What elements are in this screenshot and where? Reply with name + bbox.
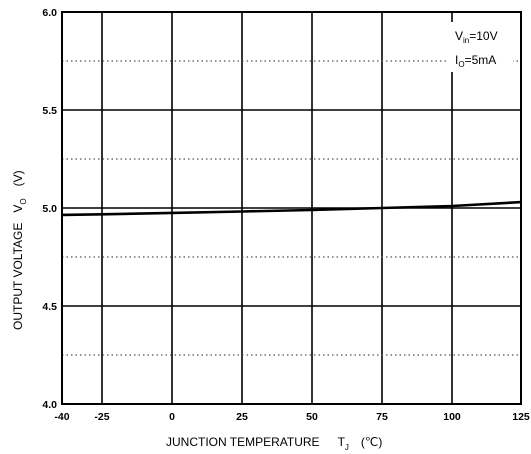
x-tick-label: 125 [512, 411, 530, 423]
x-tick-label: 50 [306, 411, 318, 423]
series-line [61, 200, 522, 217]
y-axis-label: OUTPUT VOLTAGEVO(V) [11, 170, 28, 330]
x-tick-label: -25 [94, 411, 109, 423]
x-tick-label: 0 [169, 411, 175, 423]
annotation-background [447, 22, 513, 72]
x-axis-label: JUNCTION TEMPERATURE TJ (℃) [166, 435, 382, 452]
y-tick-labels: 4.0 4.5 5.0 5.5 6.0 [42, 7, 57, 411]
y-tick-label: 4.5 [42, 301, 57, 313]
x-tick-labels: -40 -25 0 25 50 75 100 125 [54, 411, 530, 423]
grid [61, 11, 522, 405]
x-tick-label: 100 [443, 411, 461, 423]
y-tick-label: 6.0 [42, 7, 57, 19]
x-tick-label: -40 [54, 411, 69, 423]
x-tick-label: 25 [236, 411, 248, 423]
annotation-vin: Vin=10V [455, 29, 498, 45]
y-tick-label: 4.0 [42, 399, 57, 411]
annotation-io: IO=5mA [455, 53, 496, 69]
y-tick-label: 5.5 [42, 105, 57, 117]
conditions-annotation: Vin=10V IO=5mA [447, 22, 513, 72]
y-tick-label: 5.0 [42, 203, 57, 215]
x-tick-label: 75 [376, 411, 388, 423]
plot-frame [61, 11, 522, 405]
series-group [61, 200, 522, 217]
